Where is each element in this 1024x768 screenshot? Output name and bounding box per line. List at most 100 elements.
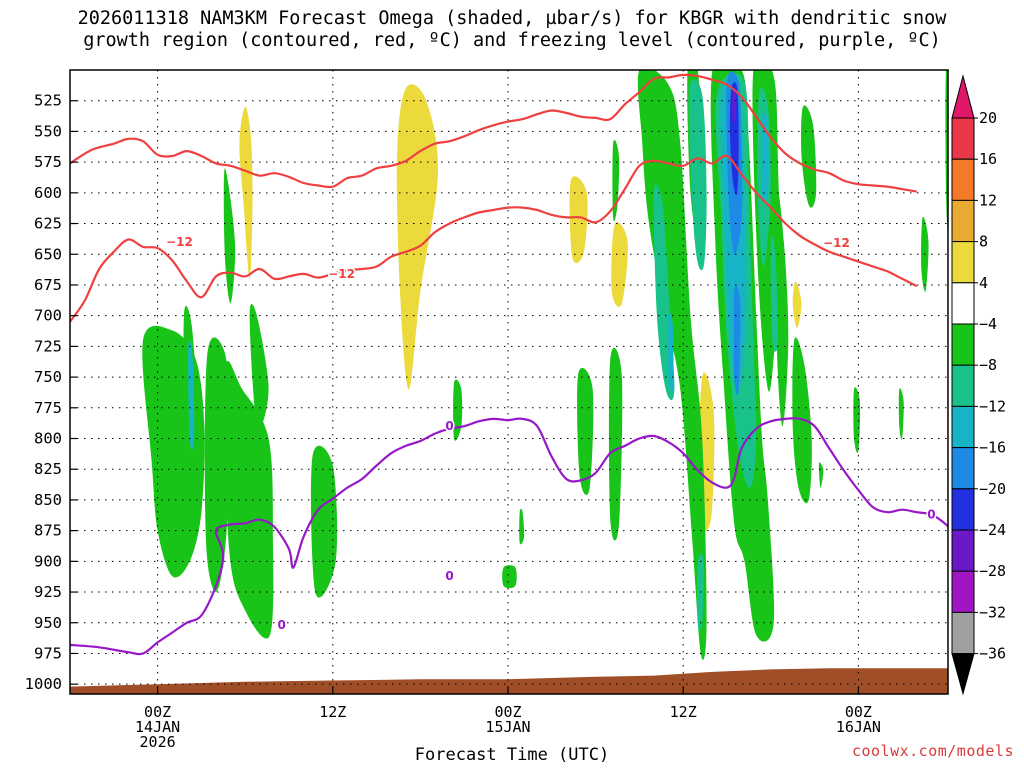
credit-link[interactable]: coolwx.com/models — [851, 742, 1014, 760]
y-tick-label: 1000 — [25, 675, 62, 693]
terrain-fill — [70, 668, 948, 694]
omega-area--8-to--4 — [608, 347, 623, 541]
colorbar: 20 16 12 8 4 −4 −8 −12 −16 −20 −24 −28 −32 −36 — [951, 74, 1006, 696]
colorbar-label: 12 — [979, 191, 997, 209]
y-tick-label: 675 — [34, 276, 62, 294]
contour-line — [70, 73, 917, 193]
colorbar-label: −24 — [979, 521, 1006, 539]
contour-lines — [70, 73, 948, 656]
colorbar-band — [951, 529, 975, 572]
colorbar-label: −28 — [979, 562, 1006, 580]
terrain-layer — [70, 668, 948, 694]
colorbar-band — [951, 117, 975, 160]
chart-title-line-2: growth region (contoured, red, ºC) and f… — [83, 30, 941, 51]
contour-label: −12 — [328, 267, 355, 281]
omega-area--8-to--4 — [249, 304, 269, 430]
omega-area--16-to--12 — [668, 312, 674, 393]
y-tick-label: 800 — [34, 430, 62, 448]
y-axis: 525 550 575 600 625 650 675 700 725 750 775 800 825 8… — [25, 92, 77, 693]
y-tick-label: 575 — [34, 153, 62, 171]
omega-area--12-to--8 — [688, 79, 707, 271]
omega-area--8-to--4 — [519, 508, 525, 545]
colorbar-band — [951, 447, 975, 490]
x-tick-label: 00Z — [845, 703, 872, 721]
colorbar-band — [951, 488, 975, 531]
y-tick-label: 650 — [34, 245, 62, 263]
contour-label: 0 — [278, 618, 286, 632]
colorbar-label: 16 — [979, 150, 997, 168]
colorbar-band — [951, 570, 975, 613]
y-tick-label: 775 — [34, 399, 62, 417]
colorbar-label: 20 — [979, 109, 997, 127]
omega-area--8-to--4 — [577, 367, 594, 496]
colorbar-label: −16 — [979, 439, 1006, 457]
x-tick-label: 00Z — [494, 703, 521, 721]
colorbar-top-arrow — [951, 74, 975, 119]
omega-area--8-to--4 — [310, 445, 338, 598]
omega-area--8-to--4 — [853, 387, 861, 453]
colorbar-label: −20 — [979, 480, 1006, 498]
y-tick-label: 850 — [34, 491, 62, 509]
omega-area--20-to--16 — [733, 285, 741, 396]
omega-area--8-to--4 — [453, 379, 463, 441]
omega-area--16-to--12 — [188, 340, 195, 450]
contour-label: 0 — [445, 569, 453, 583]
contour-label: 0 — [445, 419, 453, 433]
contour-label: −12 — [166, 235, 193, 249]
colorbar-band — [951, 323, 975, 366]
colorbar-label: −36 — [979, 645, 1006, 663]
colorbar-band — [951, 364, 975, 407]
x-tick-label: 15JAN — [485, 718, 530, 736]
y-tick-label: 700 — [34, 307, 62, 325]
colorbar-band — [951, 282, 975, 325]
y-tick-label: 975 — [34, 644, 62, 662]
colorbar-band — [951, 158, 975, 201]
omega-area--8-to--4 — [898, 388, 904, 440]
colorbar-label: 8 — [979, 233, 988, 251]
y-tick-label: 525 — [34, 92, 62, 110]
y-tick-label: 875 — [34, 522, 62, 540]
contour-labels: −12 −12 −12 0 0 0 0 — [165, 233, 937, 633]
y-tick-label: 825 — [34, 460, 62, 478]
y-tick-label: 550 — [34, 122, 62, 140]
omega-area--8-to--4 — [775, 189, 789, 427]
colorbar-label: 4 — [979, 274, 988, 292]
y-tick-label: 600 — [34, 184, 62, 202]
x-tick-label: 12Z — [319, 703, 346, 721]
omega-area--28-to--24 — [732, 88, 737, 123]
plot-border — [69, 69, 949, 695]
y-tick-label: 900 — [34, 552, 62, 570]
chart-title-line-1: 2026011318 NAM3KM Forecast Omega (shaded… — [77, 8, 947, 29]
y-tick-label: 750 — [34, 368, 62, 386]
omega-area-4-to-8 — [792, 281, 802, 328]
colorbar-bottom-arrow — [951, 653, 975, 696]
omega-area-4-to-8 — [569, 176, 588, 264]
omega-area--8-to--4 — [223, 168, 236, 304]
colorbar-label: −12 — [979, 397, 1006, 415]
x-tick-label: 2026 — [140, 733, 176, 751]
y-tick-label: 950 — [34, 614, 62, 632]
contour-label: 0 — [927, 508, 935, 522]
x-tick-label: 12Z — [670, 703, 697, 721]
x-tick-label: 00Z — [144, 703, 171, 721]
contour-label: −12 — [823, 236, 850, 250]
colorbar-label: −8 — [979, 356, 997, 374]
omega-area--8-to--4 — [204, 337, 230, 592]
omega-area--12-to--8 — [770, 235, 779, 352]
colorbar-band — [951, 611, 975, 655]
omega-area--8-to--4 — [224, 360, 274, 639]
x-axis-title: Forecast Time (UTC) — [414, 745, 610, 765]
contour-line — [70, 417, 948, 656]
colorbar-label: −32 — [979, 603, 1006, 621]
x-tick-label: 16JAN — [836, 718, 881, 736]
omega-area--8-to--4 — [818, 462, 824, 488]
y-tick-label: 925 — [34, 583, 62, 601]
colorbar-label: −4 — [979, 315, 997, 333]
colorbar-band — [951, 241, 975, 284]
omega-area--8-to--4 — [502, 565, 517, 589]
omega-area--16-to--12 — [761, 112, 769, 202]
contour-line — [70, 154, 918, 323]
colorbar-band — [951, 405, 975, 449]
